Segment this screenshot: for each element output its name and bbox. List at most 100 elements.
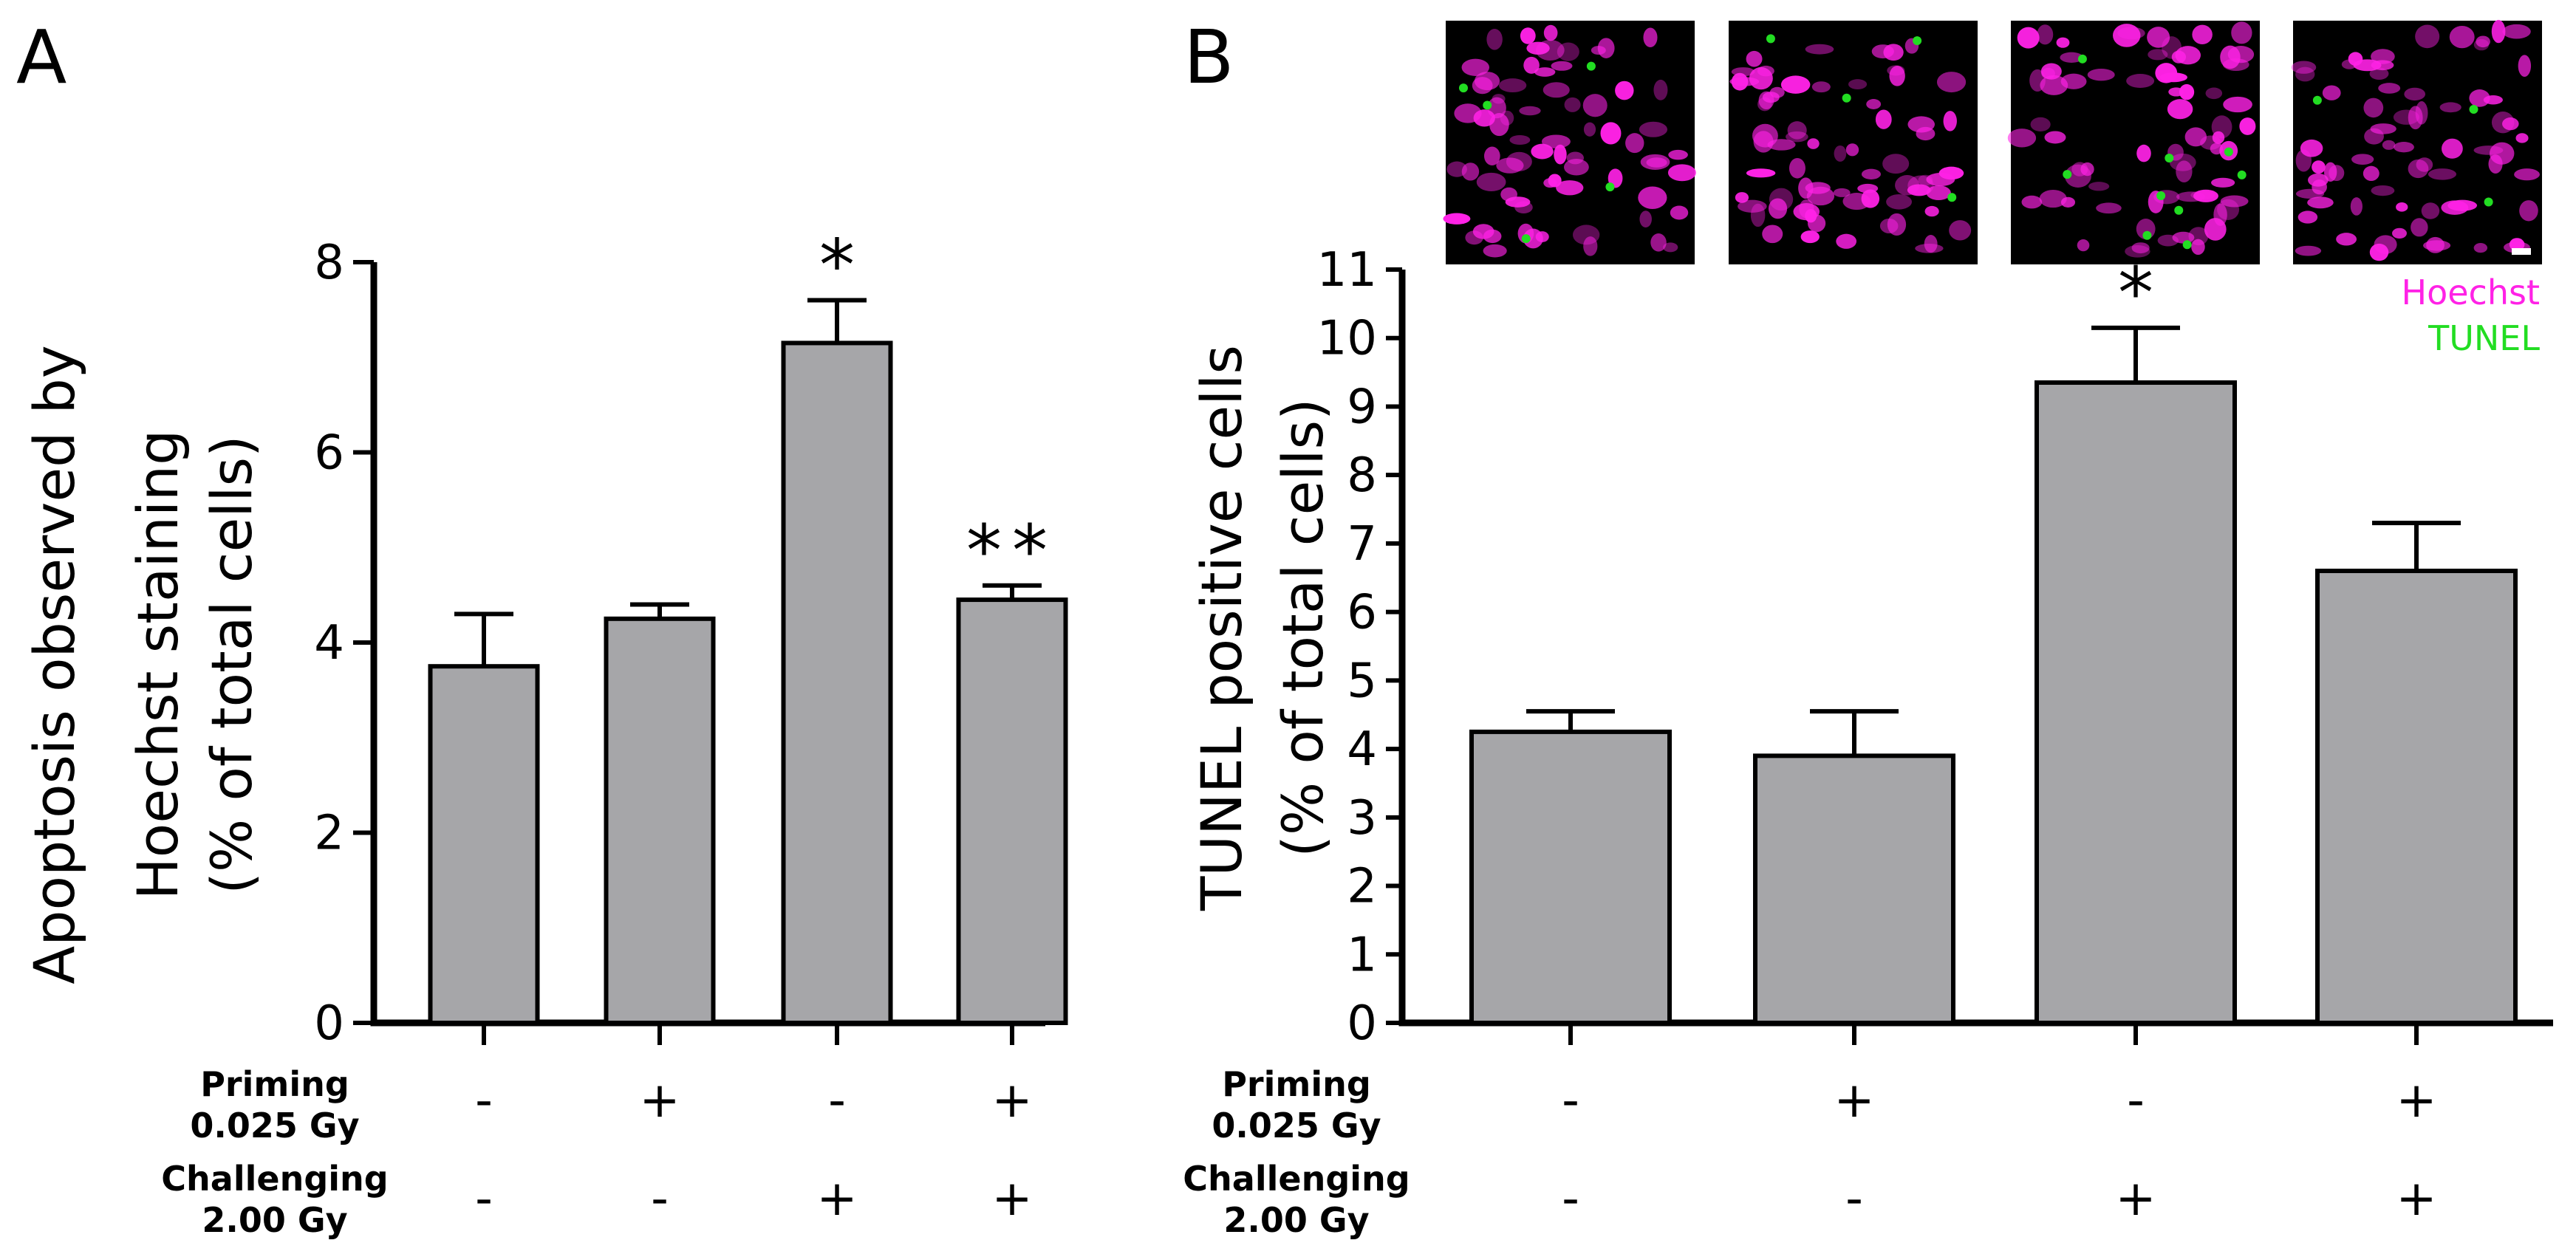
nucleus-dot (2363, 97, 2384, 118)
nucleus-dot (1738, 199, 1767, 213)
nucleus-dot (1746, 168, 1776, 178)
panel-b-letter: B (1183, 14, 1234, 100)
tunel-dot (2063, 170, 2072, 179)
panel-b-legend: Hoechst TUNEL (2402, 273, 2541, 358)
nucleus-dot (2147, 27, 2170, 48)
nucleus-dot (2211, 177, 2235, 188)
nucleus-dot (1535, 39, 1565, 61)
nucleus-dot (1757, 65, 1774, 77)
nucleus-dot (2421, 202, 2440, 219)
nucleus-dot (2350, 197, 2363, 216)
nucleus-dot (2159, 72, 2187, 83)
nucleus-dot (2231, 21, 2252, 44)
panel-b: B TUNEL positive cells (% of total cells… (1183, 14, 2553, 1240)
nucleus-dot (1531, 143, 1554, 160)
panel-a-significance-marker: ** (966, 510, 1058, 592)
nucleus-dot (1834, 145, 1847, 162)
panel-b-priming-dose-label: 0.025 Gy (1212, 1106, 1381, 1145)
nucleus-dot (1483, 244, 1507, 258)
panel-b-y-tick-label: 10 (1317, 312, 1377, 366)
nucleus-dot (1907, 116, 1935, 133)
nucleus-dot (2336, 233, 2357, 246)
nucleus-dot (2369, 243, 2389, 261)
panel-a-priming-sign: - (475, 1072, 493, 1128)
panel-b-priming-label: Priming (1222, 1064, 1371, 1104)
panel-b-priming-sign: - (2127, 1072, 2145, 1128)
legend-hoechst-label: Hoechst (2402, 273, 2540, 312)
nucleus-dot (2382, 140, 2396, 150)
nucleus-dot (1918, 174, 1933, 186)
panel-a-priming-sign: + (639, 1072, 680, 1128)
nucleus-dot (2044, 131, 2066, 144)
nucleus-dot (1583, 236, 1598, 256)
nucleus-dot (1887, 213, 1907, 236)
nucleus-dot (2131, 242, 2150, 254)
nucleus-dot (2169, 153, 2196, 171)
nucleus-dot (1668, 149, 1688, 160)
nucleus-dot (2442, 138, 2463, 159)
nucleus-dot (2393, 109, 2419, 125)
nucleus-dot (2040, 63, 2062, 80)
nucleus-dot (2096, 202, 2122, 214)
nucleus-dot (1936, 72, 1967, 93)
nucleus-dot (1663, 242, 1678, 253)
nucleus-dot (2007, 129, 2037, 148)
nucleus-dot (1643, 27, 1658, 48)
nucleus-dot (1650, 233, 1667, 252)
nucleus-dot (1496, 157, 1524, 174)
nucleus-dot (1625, 133, 1644, 154)
nucleus-dot (2192, 24, 2213, 44)
tunel-dot (1605, 182, 1615, 192)
nucleus-dot (1514, 201, 1533, 214)
nucleus-dot (1557, 42, 1579, 61)
nucleus-dot (1879, 218, 1899, 233)
tunel-dot (2469, 104, 2478, 114)
nucleus-dot (2371, 49, 2395, 64)
nucleus-dot (1938, 166, 1964, 180)
nucleus-dot (1800, 230, 1820, 244)
nucleus-dot (1750, 203, 1766, 227)
panel-a-bar (956, 597, 1068, 1025)
nucleus-dot (2184, 127, 2207, 147)
nucleus-dot (2439, 102, 2461, 113)
nucleus-dot (2188, 227, 2209, 246)
panel-b-challenging-sign: + (2396, 1170, 2436, 1227)
nucleus-dot (1566, 151, 1584, 165)
panel-a-y-tick-label: 0 (314, 996, 344, 1051)
panel-a-ylabel-line-2: Hoechst staining (125, 430, 191, 900)
nucleus-dot (1483, 229, 1502, 244)
nucleus-dot (1875, 109, 1892, 129)
nucleus-dot (2307, 196, 2334, 209)
nucleus-dot (2017, 27, 2040, 49)
nucleus-dot (2518, 55, 2532, 78)
tunel-dot (2077, 54, 2087, 64)
nucleus-dot (1883, 44, 1904, 61)
nucleus-dot (1638, 186, 1667, 209)
panel-a-y-tick-label: 8 (314, 236, 344, 290)
nucleus-dot (1845, 143, 1859, 157)
nucleus-dot (2297, 210, 2318, 224)
nucleus-dot (2227, 46, 2255, 64)
nucleus-dot (2378, 83, 2401, 94)
tunel-dot (2165, 153, 2174, 162)
panel-b-challenging-sign: - (1562, 1170, 1579, 1227)
nucleus-dot (2176, 191, 2205, 202)
nucleus-dot (1807, 214, 1826, 233)
nucleus-dot (1788, 157, 1805, 179)
nucleus-dot (2441, 200, 2469, 215)
nucleus-dot (2191, 239, 2205, 256)
nucleus-dot (1520, 27, 1536, 44)
nucleus-dot (2396, 202, 2408, 212)
nucleus-dot (1523, 56, 1540, 74)
panel-a-bar (428, 664, 540, 1025)
nucleus-dot (1805, 44, 1834, 55)
panel-a-y-tick-label: 6 (314, 426, 344, 481)
nucleus-dot (1667, 164, 1696, 182)
nucleus-dot (1639, 210, 1652, 228)
tunel-dot (2142, 230, 2152, 240)
nucleus-dot (2087, 68, 2115, 81)
nucleus-dot (2030, 117, 2051, 132)
nucleus-dot (2469, 89, 2490, 107)
nucleus-dot (1519, 106, 1541, 116)
nucleus-dot (2491, 19, 2506, 44)
